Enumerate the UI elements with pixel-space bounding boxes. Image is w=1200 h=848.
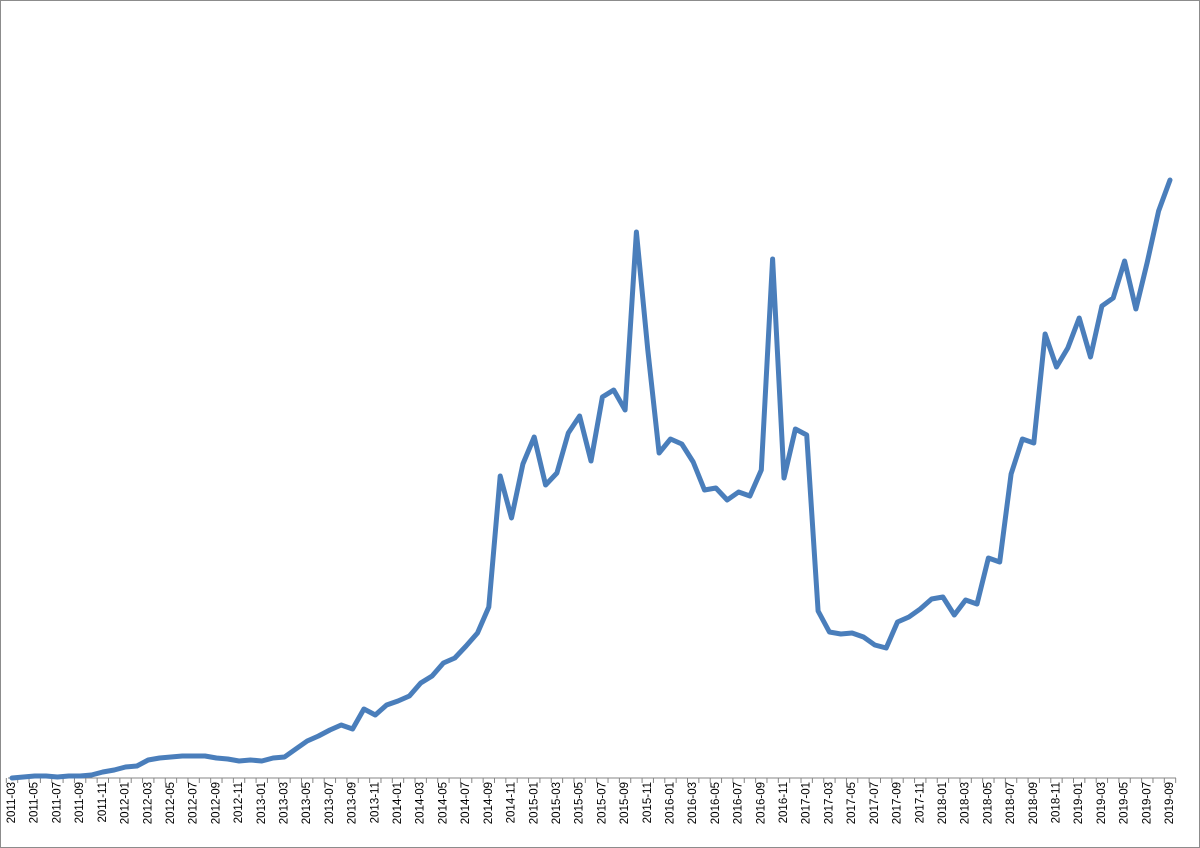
- x-tick-label: 2014-07: [460, 782, 472, 824]
- x-tick-label: 2018-11: [1051, 782, 1063, 823]
- x-tick-label: 2017-01: [801, 782, 813, 824]
- x-tick-label: 2011-07: [51, 782, 63, 823]
- x-tick-label: 2012-01: [120, 782, 132, 824]
- x-tick-label: 2011-09: [74, 782, 86, 823]
- data-line: [9, 177, 1173, 781]
- x-tick-label: 2019-05: [1119, 782, 1131, 824]
- x-tick-label: 2018-09: [1028, 782, 1040, 824]
- x-tick-label: 2012-05: [165, 782, 177, 824]
- x-tick-label: 2013-09: [347, 782, 359, 824]
- x-tick-label: 2013-05: [301, 782, 313, 824]
- x-tick-label: 2017-05: [846, 782, 858, 824]
- x-tick-label: 2015-01: [528, 782, 540, 824]
- x-tick-label: 2016-11: [778, 782, 790, 823]
- x-tick-label: 2018-07: [1005, 782, 1017, 824]
- x-tick-label: 2011-03: [6, 782, 18, 823]
- x-tick-label: 2013-11: [369, 782, 381, 823]
- x-tick-label: 2013-01: [256, 782, 268, 824]
- x-tick-label: 2017-03: [823, 782, 835, 824]
- x-tick-label: 2014-01: [392, 782, 404, 824]
- x-tick-label: 2014-03: [415, 782, 427, 824]
- x-tick-label: 2018-03: [960, 782, 972, 824]
- x-tick-label: 2014-09: [483, 782, 495, 824]
- x-tick-label: 2018-01: [937, 782, 949, 824]
- x-tick-label: 2012-09: [210, 782, 222, 824]
- x-tick-label: 2019-01: [1073, 782, 1085, 824]
- x-tick-label: 2014-11: [506, 782, 518, 823]
- x-tick-label: 2018-05: [982, 782, 994, 824]
- x-tick-label: 2019-03: [1096, 782, 1108, 824]
- x-tick-label: 2016-09: [755, 782, 767, 824]
- x-tick-label: 2016-07: [733, 782, 745, 824]
- x-tick-label: 2017-09: [892, 782, 904, 824]
- x-tick-label: 2015-11: [642, 782, 654, 823]
- x-tick-label: 2013-07: [324, 782, 336, 824]
- x-tick-label: 2016-03: [687, 782, 699, 824]
- x-tick-label: 2014-05: [437, 782, 449, 824]
- x-tick-label: 2012-07: [188, 782, 200, 824]
- x-tick-label: 2012-03: [142, 782, 154, 824]
- x-tick-label: 2015-05: [574, 782, 586, 824]
- x-tick-label: 2013-03: [279, 782, 291, 824]
- x-tick-label: 2017-07: [869, 782, 881, 824]
- x-tick-label: 2011-05: [29, 782, 41, 823]
- x-tick-label: 2015-07: [596, 782, 608, 824]
- x-tick-label: 2017-11: [914, 782, 926, 823]
- x-tick-label: 2016-05: [710, 782, 722, 824]
- x-tick-label: 2012-11: [233, 782, 245, 823]
- x-tick-label: 2019-09: [1164, 782, 1176, 824]
- x-tick-label: 2019-07: [1141, 782, 1153, 824]
- x-tick-label: 2015-09: [619, 782, 631, 824]
- x-tick-label: 2016-01: [665, 782, 677, 824]
- x-tick-label: 2015-03: [551, 782, 563, 824]
- x-tick-label: 2011-11: [97, 782, 109, 823]
